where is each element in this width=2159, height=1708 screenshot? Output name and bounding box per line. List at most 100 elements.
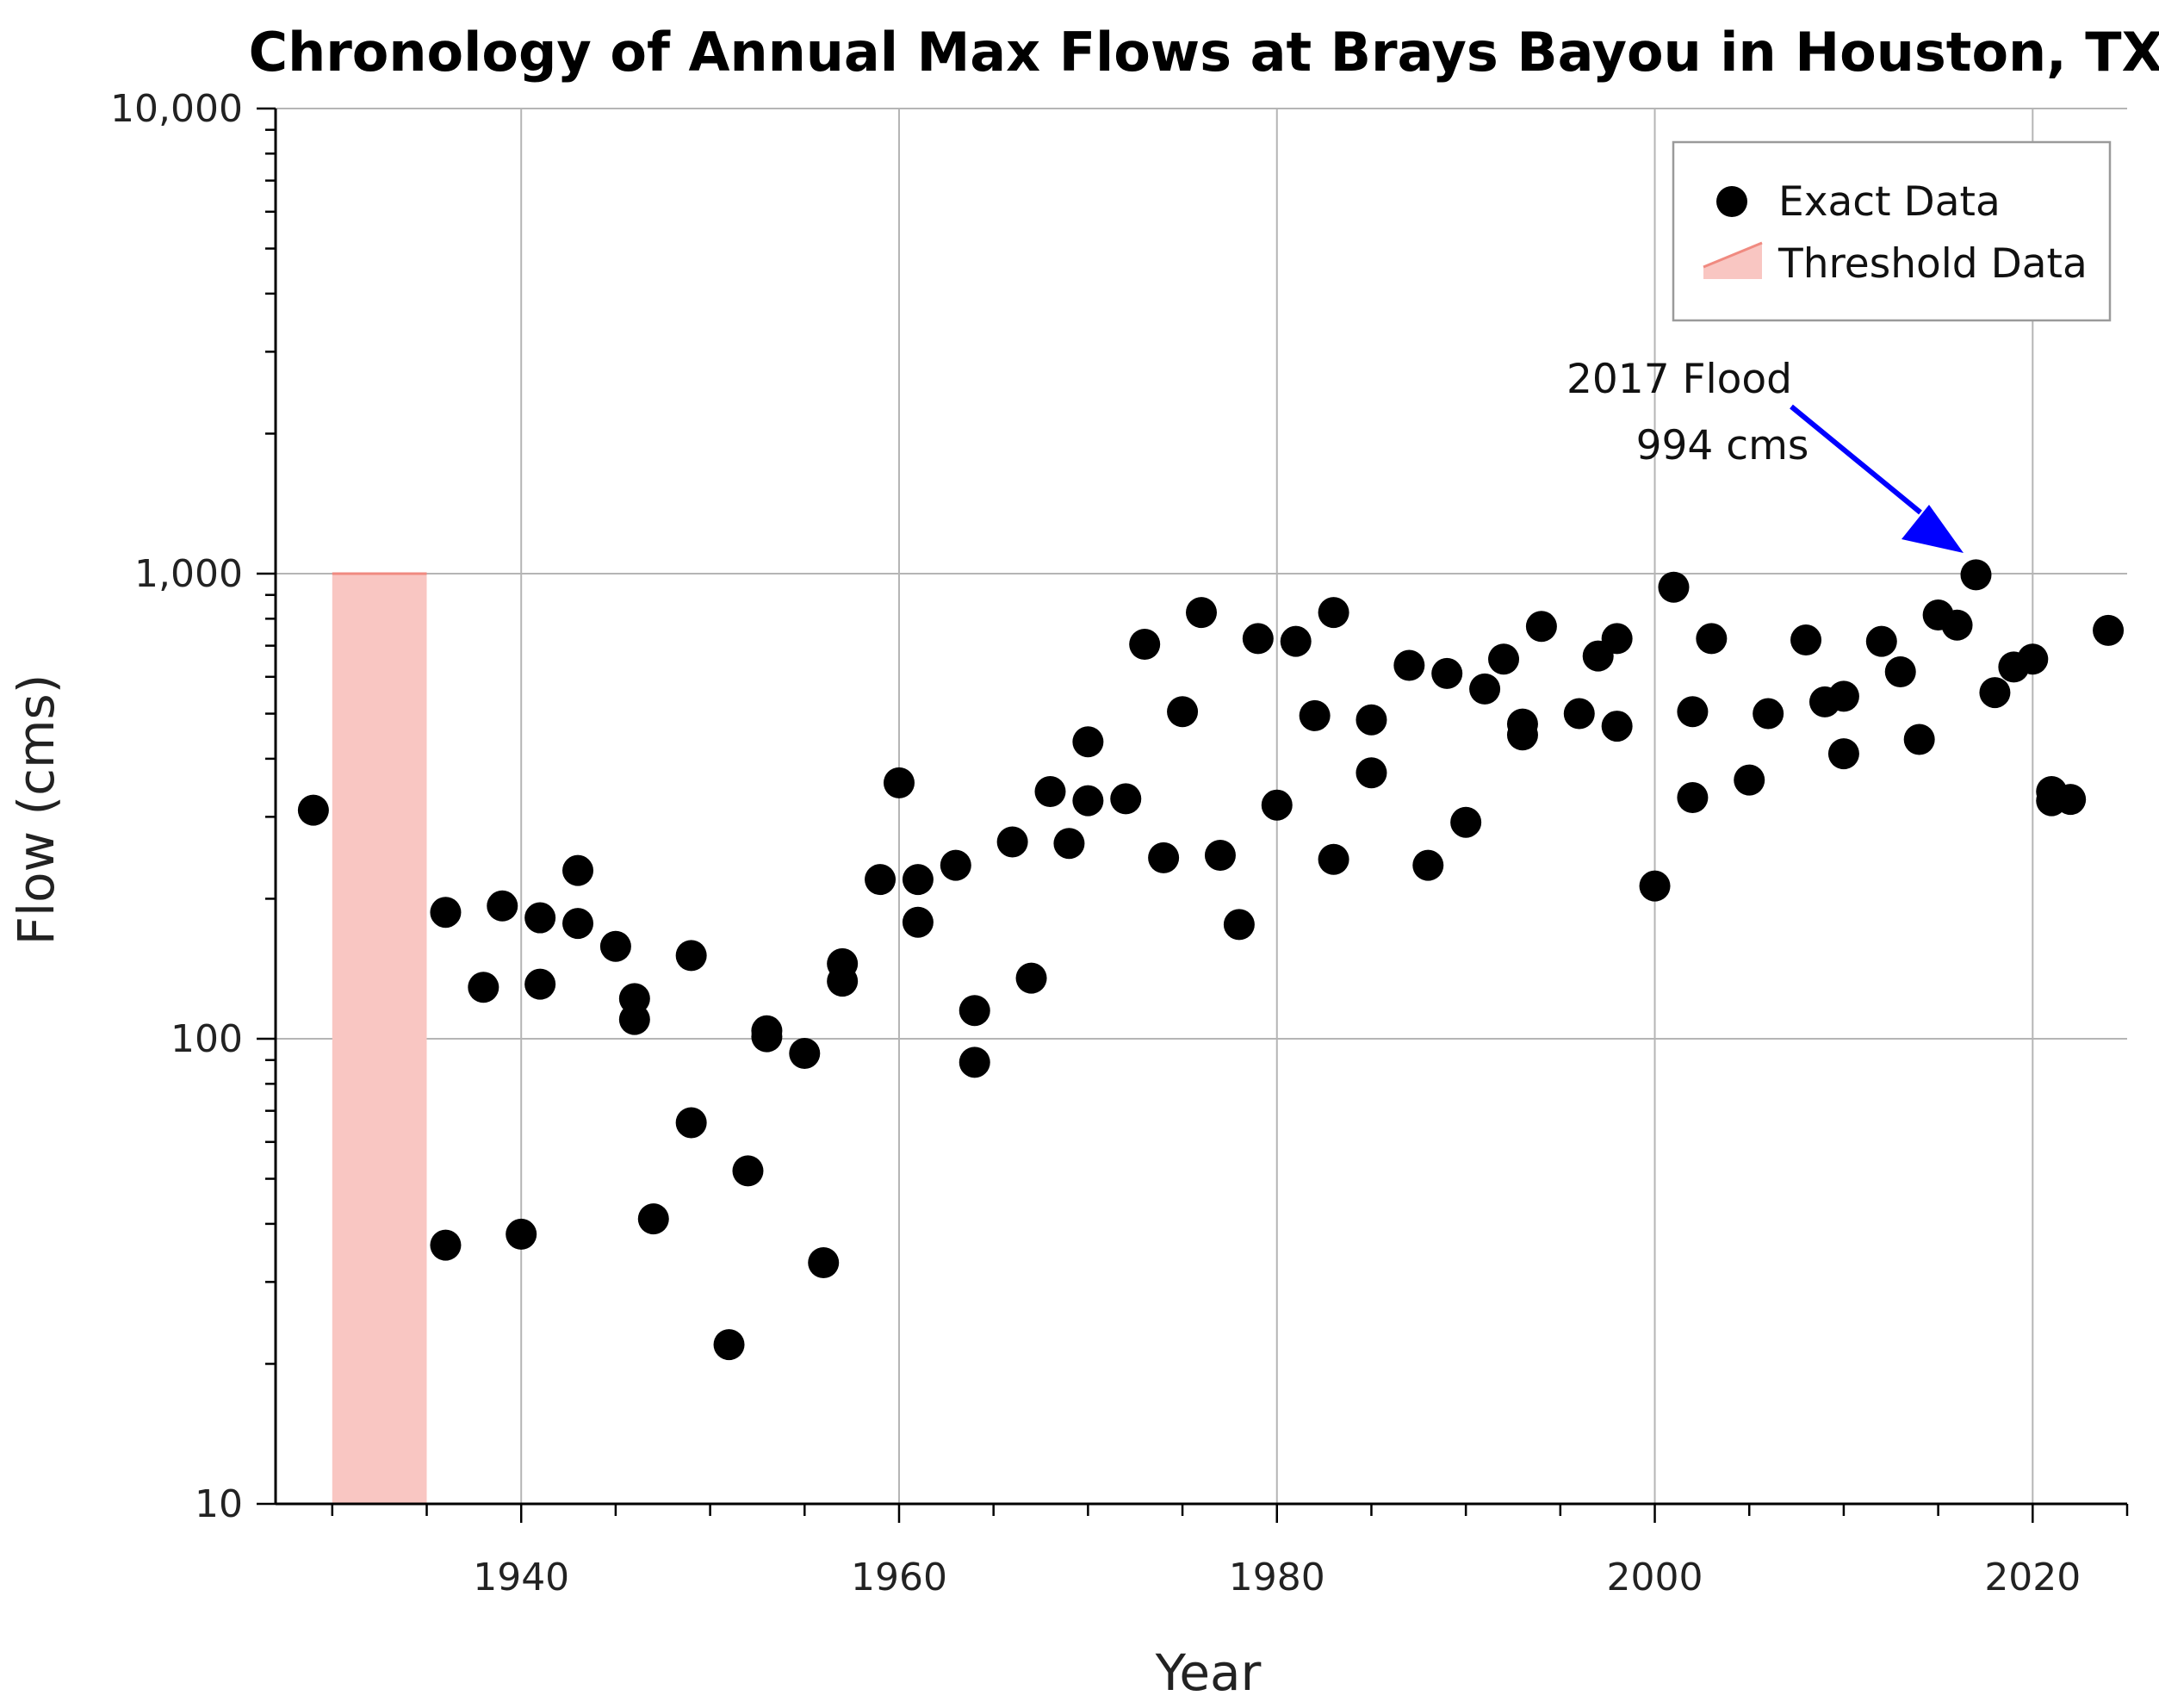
data-point-53 [1412, 849, 1444, 881]
y-tick-label-1000: 1,000 [134, 552, 243, 596]
data-point-78 [1903, 724, 1935, 755]
data-point-77 [1884, 656, 1916, 688]
y-axis-label: Flow (cms) [7, 674, 65, 946]
data-point-8 [562, 854, 594, 886]
data-point-20 [789, 1038, 821, 1070]
data-point-12 [618, 1003, 650, 1035]
data-point-36 [1072, 785, 1104, 817]
legend-label-exact: Exact Data [1778, 178, 2001, 226]
data-point-44 [1242, 623, 1274, 655]
data-point-82 [1979, 677, 2011, 709]
data-point-5 [506, 1218, 537, 1250]
data-point-57 [1488, 643, 1520, 675]
data-point-23 [827, 966, 859, 997]
x-tick-label-2000: 2000 [1607, 1556, 1703, 1599]
data-point-63 [1601, 623, 1633, 655]
data-point-28 [940, 849, 971, 881]
data-point-47 [1299, 699, 1331, 731]
x-tick-label-2020: 2020 [1984, 1556, 2081, 1599]
data-point-7 [524, 968, 556, 1000]
data-point-74 [1827, 680, 1859, 712]
data-point-61 [1563, 698, 1595, 730]
data-point-72 [1790, 624, 1822, 656]
data-point-15 [675, 1107, 707, 1139]
data-point-46 [1280, 625, 1312, 657]
data-point-21 [808, 1247, 840, 1279]
annotation-line1: 2017 Flood [1567, 356, 1792, 403]
data-point-0 [297, 794, 329, 826]
data-point-87 [2055, 784, 2087, 816]
data-point-43 [1223, 909, 1255, 941]
data-point-76 [1865, 625, 1897, 657]
annotation-line2: 994 cms [1636, 422, 1809, 469]
threshold-layer [332, 572, 427, 1504]
data-point-66 [1658, 571, 1690, 603]
data-point-40 [1167, 696, 1199, 728]
data-point-65 [1639, 870, 1671, 902]
data-point-69 [1696, 623, 1728, 655]
data-point-10 [599, 930, 631, 962]
data-point-2 [430, 1229, 462, 1261]
legend: Exact Data Threshold Data [1672, 140, 2112, 322]
chart-title: Chronology of Annual Max Flows at Brays … [249, 21, 2159, 84]
data-point-14 [675, 940, 707, 972]
data-point-60 [1525, 611, 1557, 643]
exact-data-points [297, 559, 2125, 1361]
data-point-75 [1827, 738, 1859, 770]
data-point-27 [902, 906, 934, 938]
data-point-31 [996, 826, 1028, 858]
data-point-34 [1053, 828, 1085, 860]
data-point-50 [1356, 704, 1387, 736]
annotation-2017-flood: 2017 Flood 994 cms [1567, 356, 1964, 553]
data-point-24 [865, 864, 896, 896]
data-point-38 [1129, 628, 1161, 660]
y-tick-label-10: 10 [195, 1482, 243, 1526]
data-point-13 [637, 1203, 669, 1235]
legend-label-threshold: Threshold Data [1777, 240, 2088, 288]
data-point-41 [1186, 597, 1217, 629]
data-point-3 [468, 972, 499, 1003]
data-point-49 [1318, 843, 1349, 875]
x-axis-ticks: 1940 1960 1980 2000 2020 [331, 1504, 2129, 1599]
legend-box [1672, 140, 2112, 322]
threshold-bar [332, 574, 427, 1504]
data-point-51 [1356, 757, 1387, 789]
data-point-26 [902, 864, 934, 896]
y-tick-label-10000: 10,000 [110, 87, 243, 131]
data-point-17 [732, 1155, 764, 1187]
x-tick-label-1980: 1980 [1229, 1556, 1325, 1599]
data-point-35 [1072, 726, 1104, 758]
data-point-16 [713, 1329, 745, 1361]
data-point-37 [1110, 783, 1142, 815]
data-point-88 [2093, 614, 2125, 646]
axes [274, 109, 2127, 1506]
data-point-80 [1941, 609, 1973, 641]
data-point-42 [1204, 839, 1236, 871]
data-point-29 [959, 995, 990, 1027]
data-point-19 [751, 1021, 783, 1053]
data-point-9 [562, 908, 594, 940]
data-point-1 [430, 897, 462, 929]
data-point-59 [1506, 719, 1538, 751]
data-point-81 [1960, 559, 1992, 591]
data-point-6 [524, 902, 556, 934]
data-point-70 [1734, 764, 1765, 796]
data-point-39 [1148, 842, 1180, 873]
data-point-48 [1318, 597, 1349, 629]
legend-marker-threshold-edge [1703, 241, 1763, 269]
data-point-55 [1450, 806, 1482, 838]
data-point-71 [1753, 698, 1784, 730]
y-tick-label-100: 100 [171, 1017, 243, 1061]
data-point-45 [1261, 789, 1293, 821]
data-point-67 [1677, 696, 1709, 728]
data-point-52 [1393, 649, 1425, 681]
data-point-33 [1034, 776, 1066, 808]
data-point-30 [959, 1047, 990, 1078]
data-point-84 [2017, 643, 2049, 675]
data-point-68 [1677, 782, 1709, 814]
annotation-arrow-line [1790, 404, 1922, 515]
y-axis-ticks: 10 100 1,000 10,000 [110, 87, 276, 1526]
annotation-arrow-head [1902, 505, 1964, 553]
x-tick-label-1940: 1940 [473, 1556, 569, 1599]
